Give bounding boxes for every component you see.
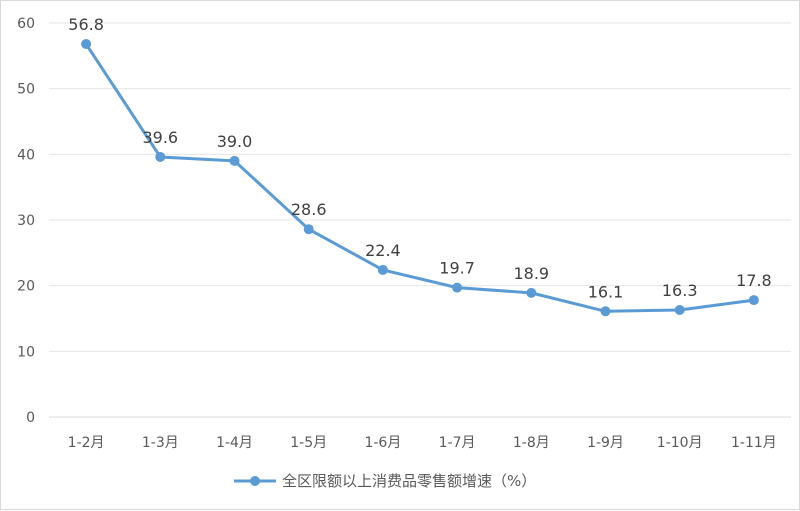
data-point [452,282,463,293]
x-tick-label: 1-4月 [216,435,253,451]
data-label: 56.8 [68,15,104,34]
x-tick-label: 1-10月 [657,435,703,451]
data-label: 22.4 [365,241,401,260]
legend-label: 全区限额以上消费品零售额增速（%） [282,472,536,490]
data-point [303,224,314,235]
data-point [155,151,166,162]
x-tick-label: 1-8月 [513,435,550,451]
x-tick-label: 1-11月 [731,435,777,451]
y-tick-label: 10 [17,344,35,360]
y-tick-label: 50 [17,82,35,98]
x-tick-label: 1-5月 [290,435,327,451]
data-point [674,304,685,315]
data-point [748,295,759,306]
data-label: 17.8 [736,271,772,290]
y-tick-label: 20 [17,279,35,295]
x-tick-label: 1-3月 [142,435,179,451]
x-tick-label: 1-7月 [439,435,476,451]
x-tick-label: 1-2月 [68,435,105,451]
data-label: 39.0 [217,132,253,151]
series-group [81,39,759,317]
data-point [229,155,240,166]
x-axis-tick-labels: 1-2月 1-3月 1-4月 1-5月 1-6月 1-7月 1-8月 1-9月 1-10月 1-1… [68,435,777,451]
y-tick-label: 0 [26,410,35,426]
data-label: 19.7 [439,259,475,278]
data-label: 18.9 [513,264,549,283]
data-point [600,306,611,317]
x-tick-label: 1-9月 [587,435,624,451]
y-tick-label: 40 [17,147,35,163]
x-tick-label: 1-6月 [364,435,401,451]
y-tick-label: 30 [17,213,35,229]
data-labels: 56.8 39.6 39.0 28.6 22.4 19.7 18.9 16.1 16.3 17.8 [68,15,771,301]
series-line [84,43,755,313]
legend: 全区限额以上消费品零售额增速（%） [234,472,536,490]
data-label: 28.6 [291,200,327,219]
data-label: 16.1 [588,282,624,301]
data-point [526,287,537,298]
legend-marker-swatch [250,476,260,486]
data-point [81,39,92,50]
data-label: 39.6 [142,128,178,147]
gridlines [49,22,791,352]
data-point [377,264,388,275]
y-axis-tick-labels: 0 10 20 30 40 50 60 [17,16,35,426]
data-label: 16.3 [662,281,698,300]
y-tick-label: 60 [17,16,35,32]
